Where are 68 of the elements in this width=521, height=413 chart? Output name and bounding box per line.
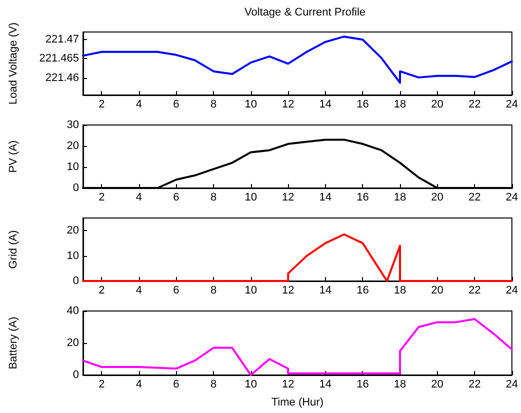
x-tick-label: 4 — [136, 98, 142, 110]
x-tick-label: 24 — [506, 98, 518, 110]
y-tick-label: 40 — [66, 305, 79, 317]
y-tick-label: 10 — [66, 161, 79, 173]
y-axis-title: Battery (A) — [8, 316, 20, 370]
x-tick-label: 18 — [394, 378, 406, 390]
x-tick-label: 18 — [394, 98, 406, 110]
line-series — [82, 36, 513, 84]
y-tick-label: 0 — [72, 275, 79, 287]
x-tick-label: 14 — [319, 98, 332, 110]
y-axis-title: PV (A) — [8, 140, 20, 173]
x-tick-label: 24 — [506, 378, 518, 390]
chart-title: Voltage & Current Profile — [244, 6, 366, 18]
x-tick-label: 20 — [431, 284, 444, 296]
y-axis-title: Load Voltage (V) — [8, 22, 20, 104]
x-tick-label: 14 — [319, 284, 332, 296]
x-tick-label: 22 — [468, 192, 481, 204]
y-tick-label: 20 — [66, 337, 79, 349]
x-tick-label: 14 — [319, 192, 332, 204]
x-tick-label: 6 — [173, 192, 180, 204]
x-tick-label: 8 — [210, 378, 217, 390]
y-tick-label: 221.47 — [45, 34, 79, 46]
x-tick-label: 6 — [173, 378, 180, 390]
x-tick-label: 12 — [282, 98, 294, 110]
x-tick-label: 10 — [244, 192, 257, 204]
x-tick-label: 20 — [431, 192, 444, 204]
x-tick-label: 12 — [282, 378, 294, 390]
x-tick-label: 18 — [394, 192, 406, 204]
x-tick-label: 8 — [210, 98, 217, 110]
x-tick-label: 4 — [136, 284, 142, 296]
y-tick-label: 20 — [66, 224, 79, 237]
x-tick-label: 6 — [173, 98, 180, 110]
y-tick-label: 0 — [72, 182, 79, 194]
x-axis-title: Time (Hur) — [271, 396, 324, 408]
x-tick-label: 2 — [98, 192, 105, 204]
x-tick-label: 2 — [98, 378, 105, 390]
x-tick-label: 22 — [468, 98, 481, 110]
x-tick-label: 24 — [506, 192, 518, 204]
x-tick-label: 12 — [282, 192, 294, 204]
y-tick-label: 20 — [66, 140, 79, 152]
x-tick-label: 16 — [356, 378, 369, 390]
y-tick-label: 221.465 — [39, 52, 79, 65]
x-tick-label: 22 — [468, 378, 481, 390]
x-tick-label: 2 — [98, 98, 105, 110]
y-tick-label: 0 — [72, 369, 79, 381]
x-tick-label: 4 — [136, 378, 142, 390]
x-tick-label: 20 — [431, 98, 444, 110]
x-tick-label: 8 — [210, 192, 217, 204]
x-tick-label: 8 — [210, 284, 217, 296]
x-tick-label: 10 — [244, 284, 257, 296]
y-axis-title: Grid (A) — [8, 230, 20, 269]
x-tick-label: 12 — [282, 284, 294, 296]
x-tick-label: 18 — [394, 284, 406, 296]
x-tick-label: 10 — [244, 378, 257, 390]
x-tick-label: 4 — [136, 192, 142, 204]
x-tick-label: 24 — [506, 284, 518, 296]
y-tick-label: 30 — [66, 119, 79, 131]
x-tick-label: 16 — [356, 284, 369, 296]
x-tick-label: 16 — [356, 98, 369, 110]
x-tick-label: 14 — [319, 378, 332, 390]
x-tick-label: 2 — [98, 284, 105, 296]
x-tick-label: 6 — [173, 284, 180, 296]
x-tick-label: 16 — [356, 192, 369, 204]
y-tick-label: 221.46 — [45, 72, 79, 84]
x-tick-label: 20 — [431, 378, 444, 390]
y-tick-label: 10 — [66, 250, 79, 262]
x-tick-label: 22 — [468, 284, 481, 296]
x-tick-label: 10 — [244, 98, 257, 110]
